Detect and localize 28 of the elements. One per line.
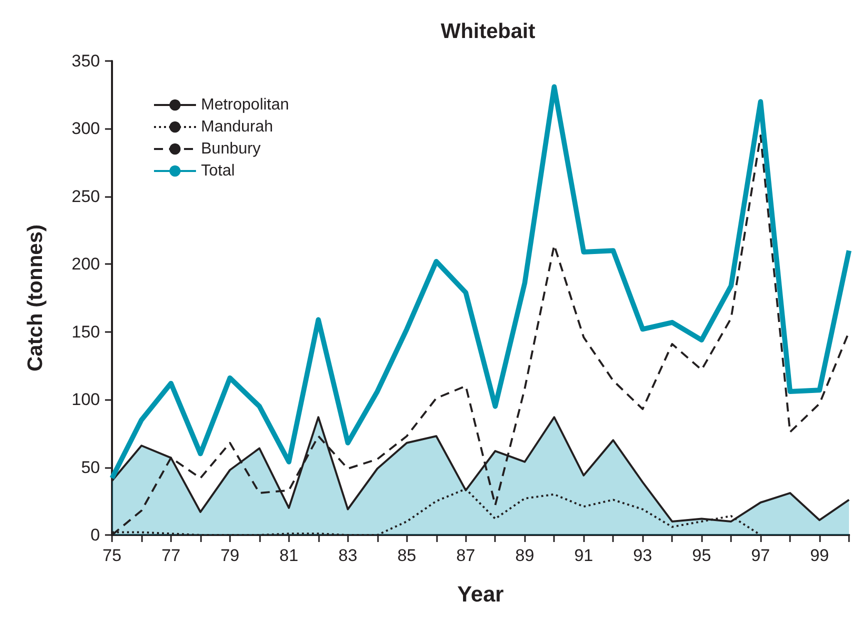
x-tick-label: 93	[633, 546, 652, 565]
x-tick-label: 89	[515, 546, 534, 565]
y-tick-label: 350	[72, 52, 100, 70]
x-tick-label: 79	[220, 546, 240, 565]
y-tick-label: 0	[90, 526, 100, 544]
x-tick-label: 99	[810, 546, 829, 565]
y-axis-title: Catch (tonnes)	[24, 224, 47, 372]
x-tick-label: 97	[751, 546, 770, 565]
y-tick-label: 300	[72, 119, 100, 138]
x-tick-label: 81	[279, 546, 298, 565]
x-tick-label: 77	[162, 546, 180, 565]
y-tick-label: 50	[81, 458, 100, 477]
x-tick-label: 83	[338, 546, 358, 565]
x-axis-title: Year	[457, 582, 504, 606]
chart-title: Whitebait	[440, 20, 536, 43]
legend-label: Total	[201, 162, 235, 180]
y-tick-label: 200	[72, 254, 100, 274]
legend-label: Metropolitan	[201, 96, 290, 114]
y-tick-label: 100	[72, 390, 100, 410]
x-tick-label: 87	[456, 546, 476, 565]
x-tick-label: 75	[102, 546, 122, 565]
y-tick-label: 150	[72, 322, 100, 342]
legend-label: Mandurah	[201, 118, 274, 136]
legend-label: Bunbury	[201, 140, 261, 158]
y-tick-label: 250	[72, 186, 100, 206]
x-tick-label: 85	[397, 546, 416, 565]
x-tick-label: 95	[692, 546, 712, 565]
x-tick-label: 91	[574, 546, 594, 565]
